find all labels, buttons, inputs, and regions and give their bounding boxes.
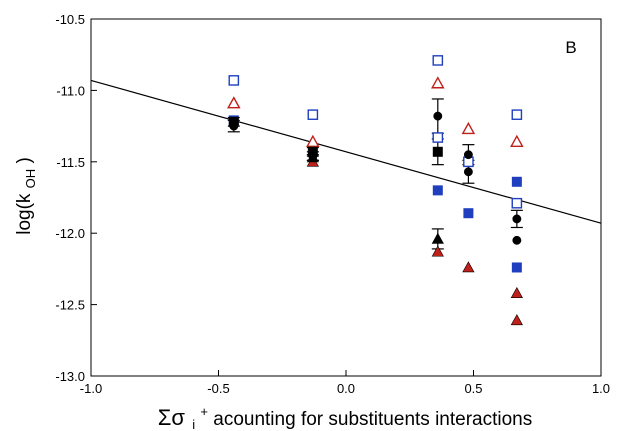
regression-line <box>90 79 602 224</box>
x-tick-label: 0.0 <box>337 381 355 396</box>
panel-label: B <box>565 38 576 57</box>
x-axis-title-text: acounting for substituents interactions <box>213 409 532 430</box>
open-square-marker <box>307 109 319 120</box>
y-tick-label: -11.0 <box>56 83 85 98</box>
filled-square-marker <box>511 176 522 187</box>
filled-triangle-marker <box>431 232 444 244</box>
x-tick-label: -0.5 <box>207 381 229 396</box>
open-triangle-marker <box>510 134 524 147</box>
x-axis-title-subscript: i <box>192 417 195 431</box>
filled-square-marker <box>463 208 474 219</box>
x-tick-label: 1.0 <box>592 381 610 396</box>
open-square-marker <box>432 55 444 66</box>
axis-ticks: -1.0 -0.5 0.0 0.5 1.0 -13.0 -12.5 -12.0 -11.5 -11… <box>55 12 610 396</box>
plot-frame <box>90 18 602 377</box>
filled-circle-marker <box>512 214 522 224</box>
filled-triangle-marker <box>306 151 319 163</box>
open-square-marker <box>228 75 240 86</box>
plot-area <box>90 18 602 377</box>
filled-square-marker <box>432 146 443 157</box>
filled-circle-marker <box>463 167 473 177</box>
y-axis-title-subscript: OH <box>23 169 38 189</box>
filled-triangle-marker <box>510 286 523 298</box>
x-axis-title: Σσ i + acounting for substituents intera… <box>158 400 532 431</box>
y-tick-label: -13.0 <box>55 369 85 384</box>
filled-square-marker <box>228 116 239 127</box>
y-axis-title: log(k OH ) <box>14 157 40 235</box>
y-tick-label: -10.5 <box>55 12 85 27</box>
filled-triangle-marker <box>510 314 523 326</box>
y-tick-label: -11.5 <box>56 155 85 170</box>
open-triangle-marker <box>461 121 476 135</box>
x-tick-label: -1.0 <box>80 381 102 396</box>
open-square-marker <box>432 132 444 143</box>
x-axis-title-sigma: Σσ <box>158 405 186 430</box>
filled-square-marker <box>432 185 443 196</box>
filled-circle-marker <box>433 111 443 121</box>
y-axis-title-close: ) <box>14 157 35 163</box>
y-axis-title-main: log(k <box>14 193 35 235</box>
open-square-marker <box>511 197 523 209</box>
filled-triangle-marker <box>462 261 475 273</box>
open-triangle-marker <box>431 76 445 89</box>
x-tick-label: 0.5 <box>464 381 482 396</box>
data-points <box>227 55 524 326</box>
open-square-marker <box>511 109 523 120</box>
open-triangle-marker <box>306 134 320 147</box>
filled-triangle-marker <box>431 245 444 257</box>
open-triangle-marker <box>227 96 241 109</box>
error-bars <box>227 98 523 250</box>
y-tick-label: -12.5 <box>55 298 85 313</box>
filled-square-marker <box>511 262 522 273</box>
y-tick-label: -12.0 <box>55 226 85 241</box>
x-axis-title-superscript: + <box>200 404 208 419</box>
filled-circle-marker <box>463 150 473 160</box>
filled-circle-marker <box>512 235 522 245</box>
regression-line-group <box>90 79 602 224</box>
